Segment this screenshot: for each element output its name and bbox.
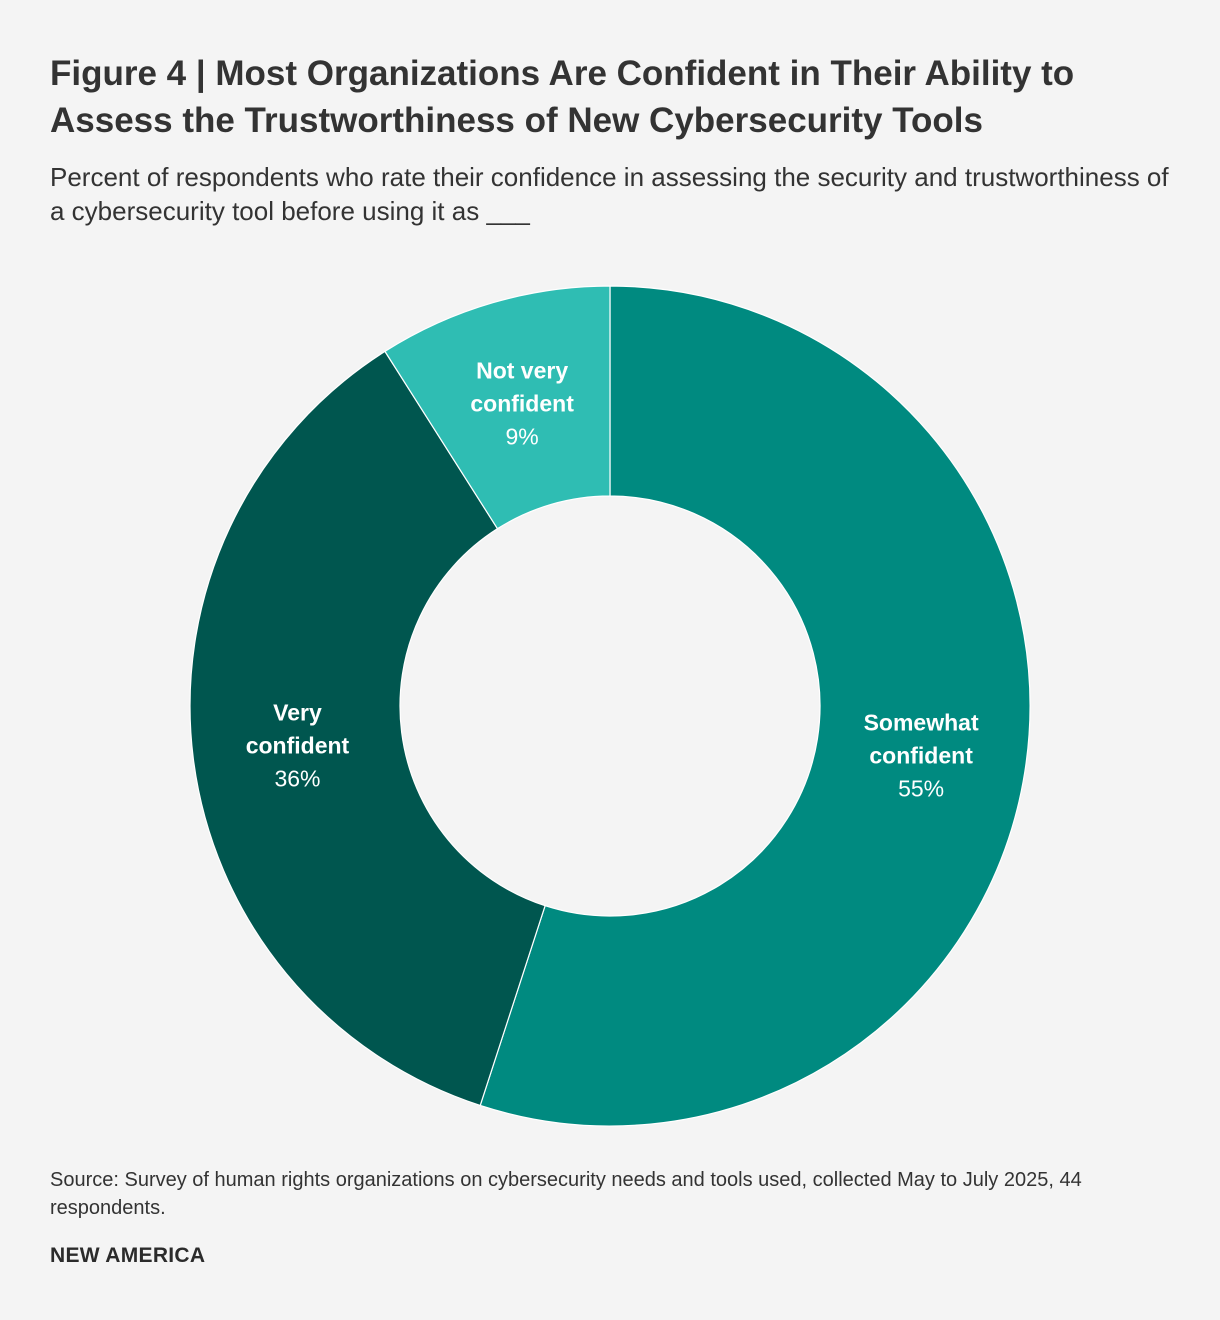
slice-not-very-confident <box>384 285 611 530</box>
chart-subtitle: Percent of respondents who rate their co… <box>50 162 1169 226</box>
slice-name-line: confident <box>470 391 574 417</box>
slice-very-confident <box>189 350 546 1107</box>
slice-name-line: confident <box>246 732 350 758</box>
source-note: Source: Survey of human rights organizat… <box>50 1169 1082 1219</box>
brand-logo: NEW AMERICA <box>50 1244 206 1267</box>
slice-value-label: 36% <box>274 765 320 791</box>
slice-value-label: 9% <box>505 424 538 450</box>
slice-value-label: 55% <box>898 775 944 801</box>
slice-label-somewhat-confident: Somewhat confident 55% <box>864 709 979 801</box>
slice-label-very-confident: Very confident 36% <box>246 699 350 791</box>
slice-name-line: Not very <box>476 358 568 384</box>
chart-title: Figure 4 | Most Organizations Are Confid… <box>50 54 1075 140</box>
donut-labels: Somewhat confident 55% Very confident 36% Not … <box>246 358 979 802</box>
donut-slices <box>189 285 1031 1127</box>
slice-somewhat-confident <box>479 285 1031 1127</box>
slice-name-line: Somewhat <box>864 709 979 735</box>
slice-name-line: Very <box>273 699 322 725</box>
slice-name-line: confident <box>869 742 973 768</box>
slice-label-not-very-confident: Not very confident 9% <box>470 358 574 450</box>
